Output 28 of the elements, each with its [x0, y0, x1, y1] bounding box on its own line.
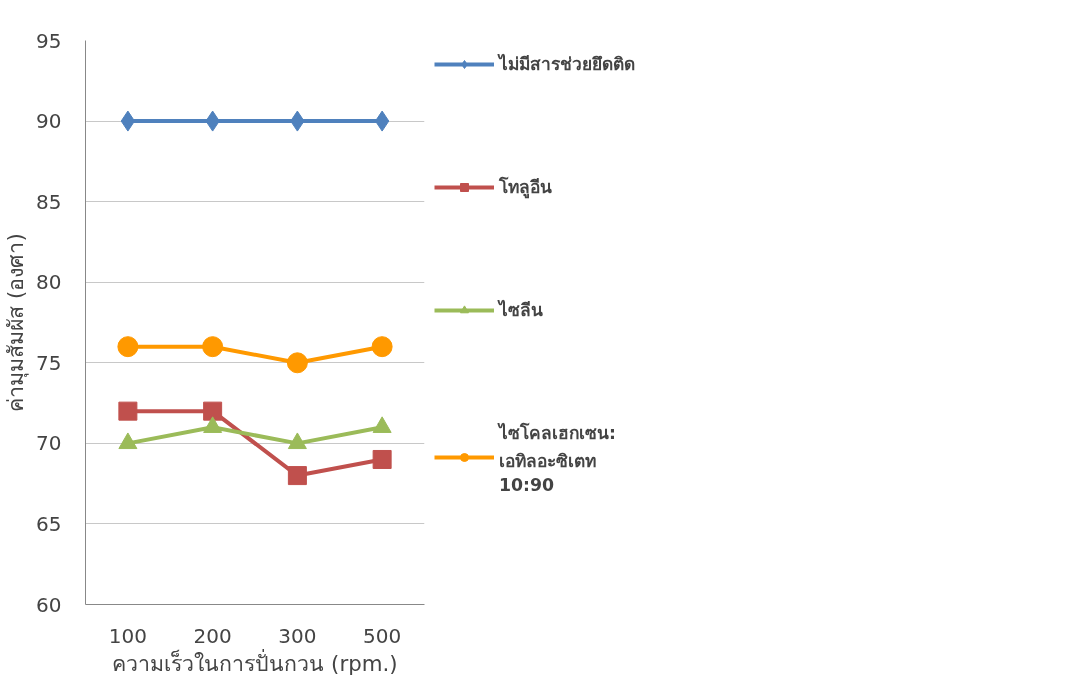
- y-tick-label: 85: [36, 189, 62, 214]
- legend-label: ไซโคลเฮกเซน: เอทิลอะซิเตท 10:90: [499, 421, 616, 495]
- point: [371, 336, 393, 358]
- point: [203, 401, 223, 421]
- y-axis-title: ค่ามุมสัมผัส (องศา): [3, 233, 30, 412]
- x-axis-title: ความเร็วในการปั่นกวน (rpm.): [112, 648, 398, 676]
- y-tick-label: 90: [36, 109, 62, 134]
- y-tick-label: 65: [36, 511, 62, 536]
- point: [286, 352, 308, 374]
- y-tick-label: 80: [36, 270, 62, 295]
- x-tick-label: 200: [193, 623, 232, 648]
- point: [120, 110, 136, 132]
- y-tick-label: 95: [36, 28, 62, 53]
- y-tick-label: 70: [36, 431, 62, 456]
- x-tick-label: 300: [278, 623, 317, 648]
- point: [118, 401, 138, 421]
- point: [287, 466, 307, 486]
- legend-label: โทลูอีน: [499, 175, 552, 201]
- x-tick-label: 100: [108, 623, 147, 648]
- legend-label: ไซลีน: [499, 299, 543, 322]
- point: [372, 449, 392, 469]
- point: [374, 110, 390, 132]
- legend-label: ไม่มีสารช่วยยึดติด: [499, 53, 635, 76]
- y-tick-label: 75: [36, 350, 62, 375]
- y-tick-label: 60: [36, 592, 62, 617]
- point: [117, 336, 139, 358]
- x-tick-label: 500: [363, 623, 402, 648]
- point: [202, 336, 224, 358]
